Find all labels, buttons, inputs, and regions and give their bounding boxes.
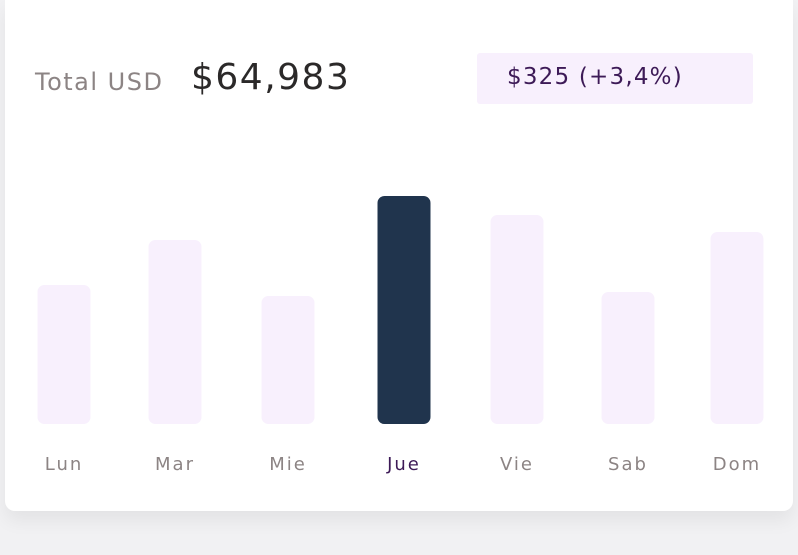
total-value: $64,983 <box>191 57 351 98</box>
x-tick-label-dom: Dom <box>713 454 761 475</box>
change-text: $325 (+3,4%) <box>507 64 683 90</box>
bar-lun[interactable] <box>37 285 91 424</box>
bar-mie[interactable] <box>261 296 315 424</box>
x-tick-label-lun: Lun <box>45 454 84 475</box>
weekly-bar-chart: Lun Mar Mie Jue Vie Sab Dom <box>37 196 764 475</box>
x-tick-label-mar: Mar <box>155 454 195 475</box>
bar-mar[interactable] <box>148 240 202 424</box>
balance-card: Total USD $64,983 $325 (+3,4%) Lun Mar Mie… <box>5 0 793 511</box>
change-badge: $325 (+3,4%) <box>477 53 753 104</box>
bar-dom[interactable] <box>710 232 764 424</box>
x-tick-label-jue: Jue <box>386 454 421 475</box>
bar-sab[interactable] <box>601 292 655 424</box>
bar-jue[interactable] <box>377 196 431 424</box>
x-tick-label-sab: Sab <box>608 454 648 475</box>
total-label: Total USD <box>35 68 164 96</box>
x-tick-label-mie: Mie <box>269 454 307 475</box>
x-tick-label-vie: Vie <box>500 454 534 475</box>
bar-vie[interactable] <box>490 215 544 424</box>
